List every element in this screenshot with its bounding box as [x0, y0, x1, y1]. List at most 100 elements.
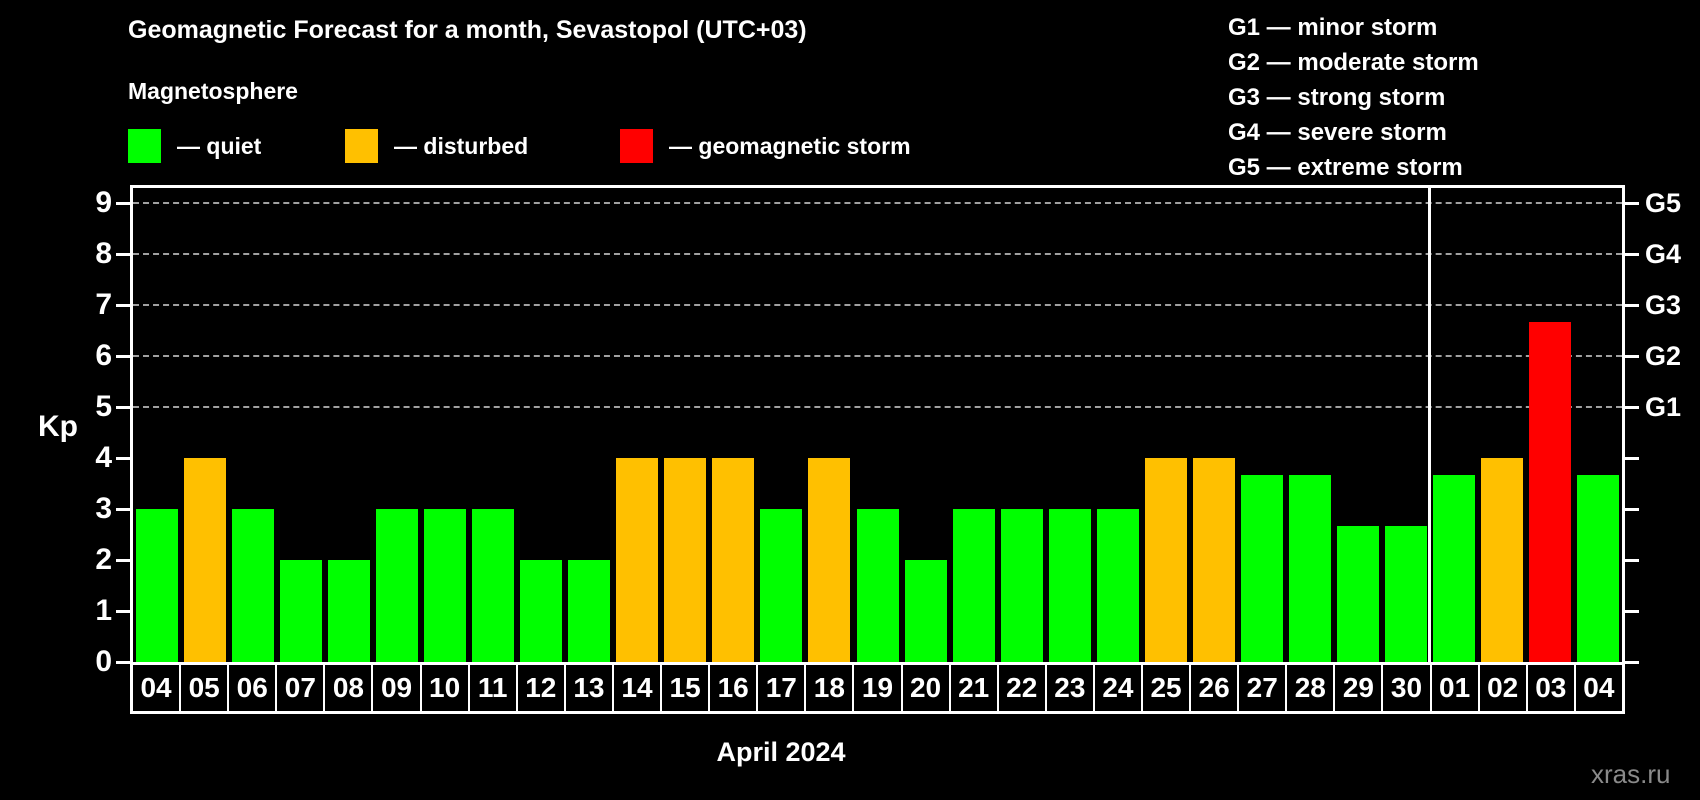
bar-day-20	[904, 560, 947, 662]
bar-day-07	[280, 560, 323, 662]
y-tick-right-1	[1625, 610, 1639, 613]
y-tick-left-4	[116, 457, 130, 460]
y-tick-label-9: 9	[95, 186, 112, 219]
day-label-22: 22	[999, 665, 1047, 711]
bar-day-23	[1048, 509, 1091, 662]
bar-day-05	[184, 458, 227, 662]
bar-day-28	[1288, 475, 1331, 662]
bar-day-16	[712, 458, 755, 662]
day-label-07: 07	[277, 665, 326, 711]
legend-item-storm: — geomagnetic storm	[620, 128, 911, 164]
day-label-28: 28	[1287, 665, 1336, 711]
gridline-kp9	[133, 202, 1622, 204]
bar-day-04	[1576, 475, 1619, 662]
y-tick-right-2	[1625, 559, 1639, 562]
day-label-18: 18	[806, 665, 855, 711]
day-label-23: 23	[1047, 665, 1095, 711]
legend-label-storm: — geomagnetic storm	[669, 132, 911, 159]
day-label-04: 04	[133, 665, 182, 711]
bar-day-13	[568, 560, 611, 662]
g-axis-label-g3: G3	[1645, 290, 1682, 320]
bar-day-03	[1528, 322, 1571, 662]
bar-day-02	[1480, 458, 1523, 662]
month-boundary-line	[1428, 188, 1432, 662]
gridline-kp6	[133, 355, 1622, 357]
chart-subtitle: Magnetosphere	[128, 78, 298, 104]
g2-legend-line: G2 — moderate storm	[1228, 49, 1479, 76]
g-scale-legend: G1 — minor storm G2 — moderate storm G3 …	[1228, 10, 1479, 185]
bar-day-24	[1096, 509, 1139, 662]
y-tick-label-6: 6	[95, 339, 112, 372]
y-tick-label-7: 7	[95, 288, 112, 321]
g-axis-label-g4: G4	[1645, 239, 1682, 269]
bar-day-19	[856, 509, 899, 662]
gridline-kp5	[133, 406, 1622, 408]
day-label-20: 20	[903, 665, 951, 711]
bar-day-21	[952, 509, 995, 662]
y-tick-left-7	[116, 304, 130, 307]
quiet-color-swatch	[128, 129, 161, 163]
day-label-16: 16	[710, 665, 759, 711]
y-tick-left-2	[116, 559, 130, 562]
bar-day-30	[1384, 526, 1427, 662]
y-tick-right-4	[1625, 457, 1639, 460]
bar-day-27	[1240, 475, 1283, 662]
y-tick-label-8: 8	[95, 237, 112, 270]
y-tick-left-1	[116, 610, 130, 613]
day-label-25: 25	[1143, 665, 1192, 711]
g-axis-label-g1: G1	[1645, 392, 1682, 422]
legend-item-disturbed: — disturbed	[345, 128, 528, 164]
g3-legend-line: G3 — strong storm	[1228, 84, 1446, 111]
y-tick-left-0	[116, 661, 130, 664]
legend-label-quiet: — quiet	[177, 132, 262, 159]
y-tick-label-0: 0	[95, 645, 112, 678]
day-label-03-next: 03	[1528, 665, 1576, 711]
day-label-04-next: 04	[1583, 672, 1615, 703]
y-tick-left-5	[116, 406, 130, 409]
y-tick-label-5: 5	[95, 390, 112, 423]
legend-label-disturbed: — disturbed	[394, 132, 529, 159]
bar-day-17	[760, 509, 803, 662]
disturbed-color-swatch	[345, 129, 378, 163]
bar-day-08	[328, 560, 371, 662]
g5-legend-line: G5 — extreme storm	[1228, 154, 1463, 181]
legend-item-quiet: — quiet	[128, 128, 261, 164]
bar-day-04	[136, 509, 179, 662]
day-label-21: 21	[951, 665, 999, 711]
g1-legend-line: G1 — minor storm	[1228, 14, 1438, 41]
y-tick-right-9	[1625, 202, 1639, 205]
y-tick-label-4: 4	[95, 441, 112, 474]
day-label-19: 19	[854, 665, 903, 711]
day-label-13: 13	[566, 665, 614, 711]
day-label-14: 14	[614, 665, 663, 711]
y-tick-right-5	[1625, 406, 1639, 409]
storm-color-swatch	[620, 129, 653, 163]
bar-day-25	[1144, 458, 1187, 662]
y-tick-label-3: 3	[95, 492, 112, 525]
y-tick-left-9	[116, 202, 130, 205]
day-label-02-next: 02	[1480, 665, 1528, 711]
bar-day-22	[1000, 509, 1043, 662]
day-label-01-next: 01	[1432, 665, 1480, 711]
bar-day-12	[520, 560, 563, 662]
bar-day-18	[808, 458, 851, 662]
y-tick-right-6	[1625, 355, 1639, 358]
y-tick-left-3	[116, 508, 130, 511]
day-label-09: 09	[373, 665, 422, 711]
day-label-27: 27	[1239, 665, 1288, 711]
day-label-30: 30	[1383, 665, 1432, 711]
y-tick-left-8	[116, 253, 130, 256]
day-label-24: 24	[1095, 665, 1143, 711]
day-label-29: 29	[1335, 665, 1384, 711]
chart-title: Geomagnetic Forecast for a month, Sevast…	[128, 16, 807, 44]
day-label-15: 15	[662, 665, 711, 711]
y-tick-right-3	[1625, 508, 1639, 511]
g-axis-label-g5: G5	[1645, 188, 1682, 218]
x-axis-title: April 2024	[716, 737, 846, 767]
gridline-kp8	[133, 253, 1622, 255]
y-tick-right-0	[1625, 661, 1639, 664]
day-label-06: 06	[229, 665, 278, 711]
day-label-10: 10	[422, 665, 470, 711]
bar-day-06	[232, 509, 275, 662]
